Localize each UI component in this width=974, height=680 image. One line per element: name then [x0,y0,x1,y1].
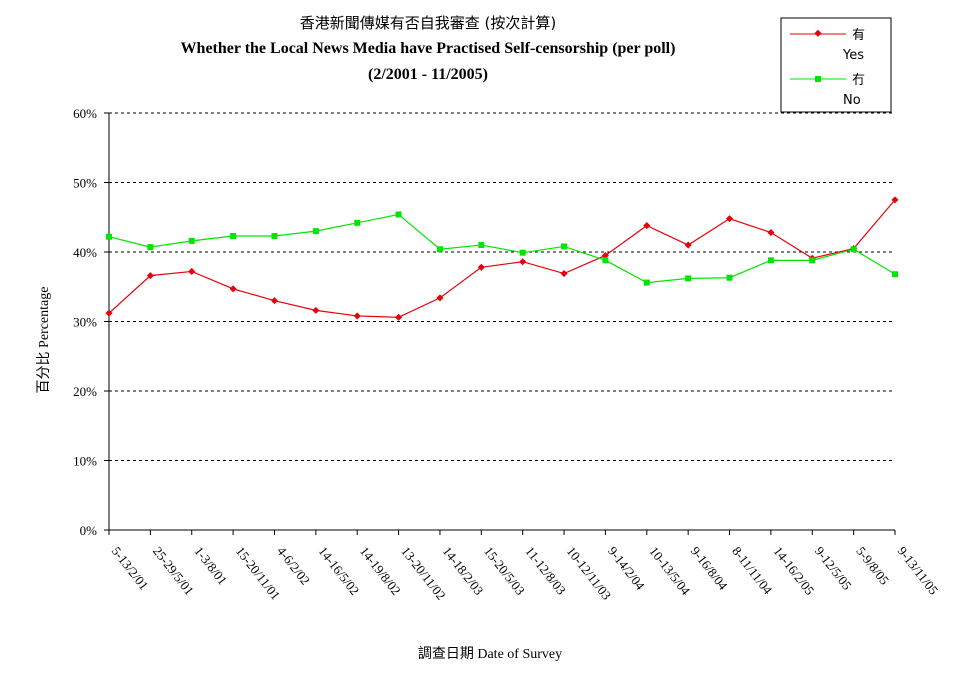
y-tick-labels: 0% 10% 20% 30% 40% 50% 60% [73,106,97,538]
x-tick-label: 8-11/11/04 [729,544,776,598]
data-point-no [809,257,816,264]
data-point-yes [560,270,568,278]
series-line-no [108,213,896,284]
legend-label-yes: 有 [852,28,865,43]
data-point-yes [270,297,279,305]
y-tick-label: 0% [80,523,98,538]
data-point-no [602,257,609,264]
data-point-yes [395,313,403,321]
data-point-no [519,249,526,256]
data-point-yes [477,263,485,271]
x-tick-label: 4-6/2/02 [274,544,313,588]
y-tick-label: 50% [73,176,97,191]
chart-subtitle: Whether the Local News Media have Practi… [181,40,676,57]
chart-title: 香港新聞傳媒有否自我審查 (按次計算) [300,14,556,32]
y-tick-label: 20% [73,384,97,399]
x-tick-label: 9-13/11/05 [895,544,942,598]
series-line-yes [108,199,896,318]
legend-label-yes-en: Yes [842,48,864,63]
legend-label-no-en: No [843,93,861,108]
data-point-yes [891,196,899,204]
axes [104,112,896,535]
legend-label-no: 冇 [852,73,865,88]
data-point-yes [601,251,609,260]
x-tick-label: 14-16/5/02 [315,544,362,598]
x-tick-label: 15-20/5/03 [481,544,528,598]
x-tick-label: 9-16/8/04 [688,544,731,593]
data-point-yes [767,229,775,237]
data-point-no [850,246,857,253]
x-tick-label: 25-29/5/01 [150,544,197,598]
x-tick-label: 10-13/5/04 [646,544,693,599]
data-point-yes [188,267,196,275]
legend-marker-no [815,76,821,82]
data-point-no [561,243,568,250]
data-point-no [354,219,361,226]
legend-box [780,17,892,113]
y-tick-label: 10% [73,454,97,469]
y-tick-label: 60% [73,106,97,121]
y-axis-label: 百分比 Percentage [36,287,52,394]
data-point-no [767,257,774,264]
data-point-yes [312,306,320,314]
chart-period: (2/2001 - 11/2005) [368,66,488,83]
data-point-yes [229,285,237,293]
x-tick-label: 9-12/5/05 [812,544,855,593]
data-point-no [271,233,278,240]
data-point-no [188,237,195,244]
data-series [105,196,899,321]
x-tick-label: 9-14/2/04 [605,544,648,593]
data-point-no [726,274,733,281]
x-tick-label: 5-13/2/01 [109,544,152,593]
data-point-yes [436,294,444,302]
data-point-no [892,271,898,278]
x-tick-label: 11-12/8/03 [522,544,569,598]
data-point-no [436,246,443,253]
x-tick-label: 1-3/8/01 [191,544,230,588]
data-point-no [478,242,485,249]
data-point-no [230,233,237,240]
data-point-yes [146,272,154,280]
data-point-no [643,279,650,286]
data-point-no [106,233,112,240]
data-point-yes [725,215,734,223]
y-tick-label: 40% [73,245,97,260]
data-point-no [312,228,319,235]
data-point-no [685,275,692,282]
data-point-no [395,211,402,218]
data-point-yes [519,258,527,266]
data-point-yes [684,241,692,249]
legend-marker-yes [814,29,822,37]
x-tick-label: 14-19/8/02 [357,544,404,598]
data-point-no [147,244,154,251]
data-point-yes [643,222,651,230]
x-axis-label: 調查日期 Date of Survey [418,646,562,662]
y-tick-label: 30% [73,315,97,330]
x-tick-label: 5-9/8/05 [853,544,892,588]
data-point-yes [353,312,361,320]
grid-lines [109,112,895,461]
legend: 有 Yes 冇 No [780,17,892,113]
x-tick-label: 14-16/2/05 [771,544,818,598]
data-point-yes [105,309,113,317]
